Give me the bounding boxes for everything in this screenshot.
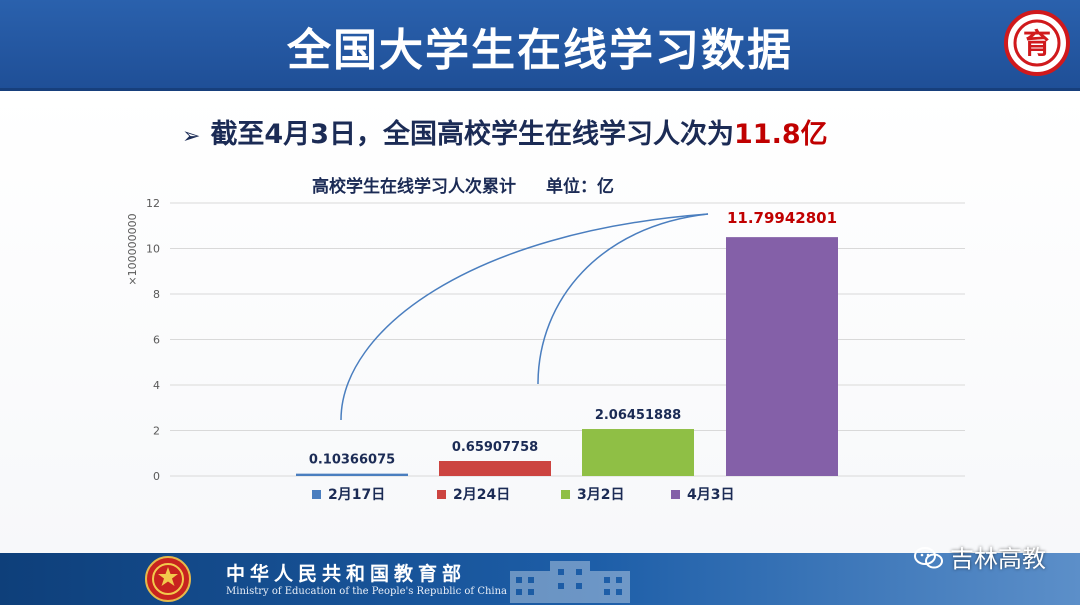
y-axis-label: ×100000000 xyxy=(126,213,139,285)
building-icon xyxy=(510,561,630,603)
footer-bar: 中华人民共和国教育部 Ministry of Education of the … xyxy=(0,553,1080,605)
data-label: 11.79942801 xyxy=(727,209,837,227)
header-bar: 全国大学生在线学习数据 育 xyxy=(0,0,1080,91)
page-title: 全国大学生在线学习数据 xyxy=(287,25,793,76)
y-tick-label: 2 xyxy=(153,425,160,438)
summary-text: 截至4月3日，全国高校学生在线学习人次为 xyxy=(210,119,735,150)
watermark-text: 吉林高教 xyxy=(950,545,1046,573)
legend-swatch xyxy=(437,490,446,499)
arrow-bullet-icon: ➢ xyxy=(182,124,201,149)
legend-label: 2月17日 xyxy=(328,487,385,503)
bar xyxy=(726,237,838,476)
national-emblem-icon xyxy=(145,556,191,602)
bar xyxy=(582,429,694,476)
y-tick-label: 10 xyxy=(146,243,160,256)
y-tick-label: 12 xyxy=(146,197,160,210)
legend-swatch xyxy=(561,490,570,499)
wechat-icon xyxy=(914,547,943,569)
y-tick-label: 0 xyxy=(153,470,160,483)
legend-swatch xyxy=(312,490,321,499)
legend-label: 2月24日 xyxy=(453,487,510,503)
chart-unit: 单位：亿 xyxy=(546,177,614,197)
legend-label: 4月3日 xyxy=(687,487,734,503)
bar-chart: 0 2 4 6 8 10 12 ×100000000 0.10366075 0.65907758 2… xyxy=(126,197,965,503)
ministry-name-cn: 中华人民共和国教育部 xyxy=(226,563,467,585)
summary-bullet: ➢ 截至4月3日，全国高校学生在线学习人次为11.8亿 xyxy=(182,112,828,151)
legend-label: 3月2日 xyxy=(577,487,624,503)
bar xyxy=(439,461,551,476)
ministry-name-en: Ministry of Education of the People's Re… xyxy=(226,586,508,597)
annotation-curve xyxy=(340,213,709,421)
bar xyxy=(296,473,408,476)
data-label: 0.65907758 xyxy=(452,440,538,455)
y-tick-label: 8 xyxy=(153,288,160,301)
chart-title: 高校学生在线学习人次累计 单位：亿 xyxy=(312,172,614,197)
wechat-watermark: 吉林高教 xyxy=(914,539,1046,574)
y-tick-label: 6 xyxy=(153,334,160,347)
legend-swatch xyxy=(671,490,680,499)
logo-glyph: 育 xyxy=(1023,27,1051,60)
chart-title-text: 高校学生在线学习人次累计 xyxy=(312,177,516,197)
education-logo-icon: 育 xyxy=(1004,10,1070,76)
data-label: 2.06451888 xyxy=(595,408,681,423)
y-tick-label: 4 xyxy=(153,379,160,392)
summary-highlight: 11.8亿 xyxy=(734,119,828,150)
data-label: 0.10366075 xyxy=(309,453,395,468)
annotation-curve xyxy=(537,213,709,385)
